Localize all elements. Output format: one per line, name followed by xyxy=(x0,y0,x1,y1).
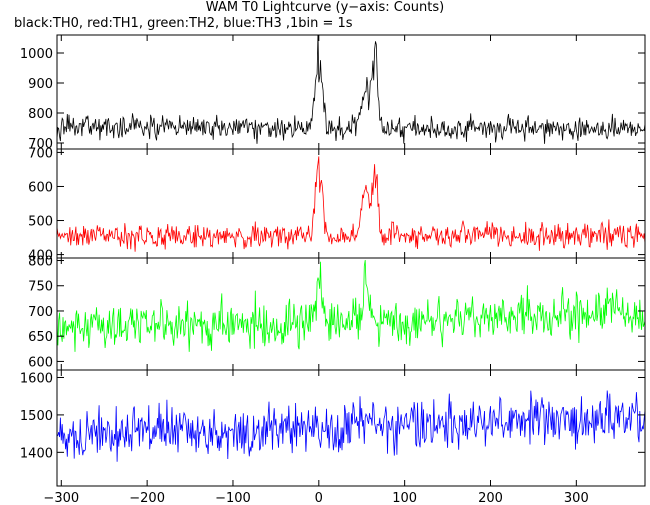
legend-caption: black:TH0, red:TH1, green:TH2, blue:TH3 … xyxy=(14,16,353,31)
chart-title: WAM T0 Lightcurve (y−axis: Counts) xyxy=(205,0,445,15)
y-tick-label: 600 xyxy=(28,355,53,370)
y-tick-label: 750 xyxy=(28,280,53,295)
series-th0-line xyxy=(57,35,645,144)
y-tick-label: 1500 xyxy=(20,409,53,424)
series-th3-line xyxy=(57,390,645,462)
panel-frame xyxy=(56,369,646,487)
y-tick-label: 400 xyxy=(28,249,53,264)
x-tick-label: −200 xyxy=(129,491,165,505)
y-tick-label: 900 xyxy=(28,77,53,92)
x-tick-label: 100 xyxy=(392,491,417,505)
y-tick-label: 1400 xyxy=(20,446,53,461)
series-th2-line xyxy=(57,259,645,352)
y-tick-label: 500 xyxy=(28,215,53,230)
y-tick-label: 700 xyxy=(28,305,53,320)
y-tick-label: 1600 xyxy=(20,371,53,386)
x-tick-label: 200 xyxy=(478,491,503,505)
x-tick-label: −300 xyxy=(43,491,79,505)
y-tick-label: 700 xyxy=(28,137,53,152)
y-tick-label: 600 xyxy=(28,180,53,195)
series-th1-line xyxy=(57,156,645,252)
y-tick-label: 1000 xyxy=(20,47,53,62)
y-tick-label: 700 xyxy=(28,146,53,161)
x-tick-label: −100 xyxy=(215,491,251,505)
x-tick-label: 0 xyxy=(315,491,323,505)
y-tick-label: 650 xyxy=(28,330,53,345)
y-tick-label: 800 xyxy=(28,255,53,270)
x-tick-label: 300 xyxy=(564,491,589,505)
y-tick-label: 800 xyxy=(28,107,53,122)
panel-frame xyxy=(56,257,646,371)
